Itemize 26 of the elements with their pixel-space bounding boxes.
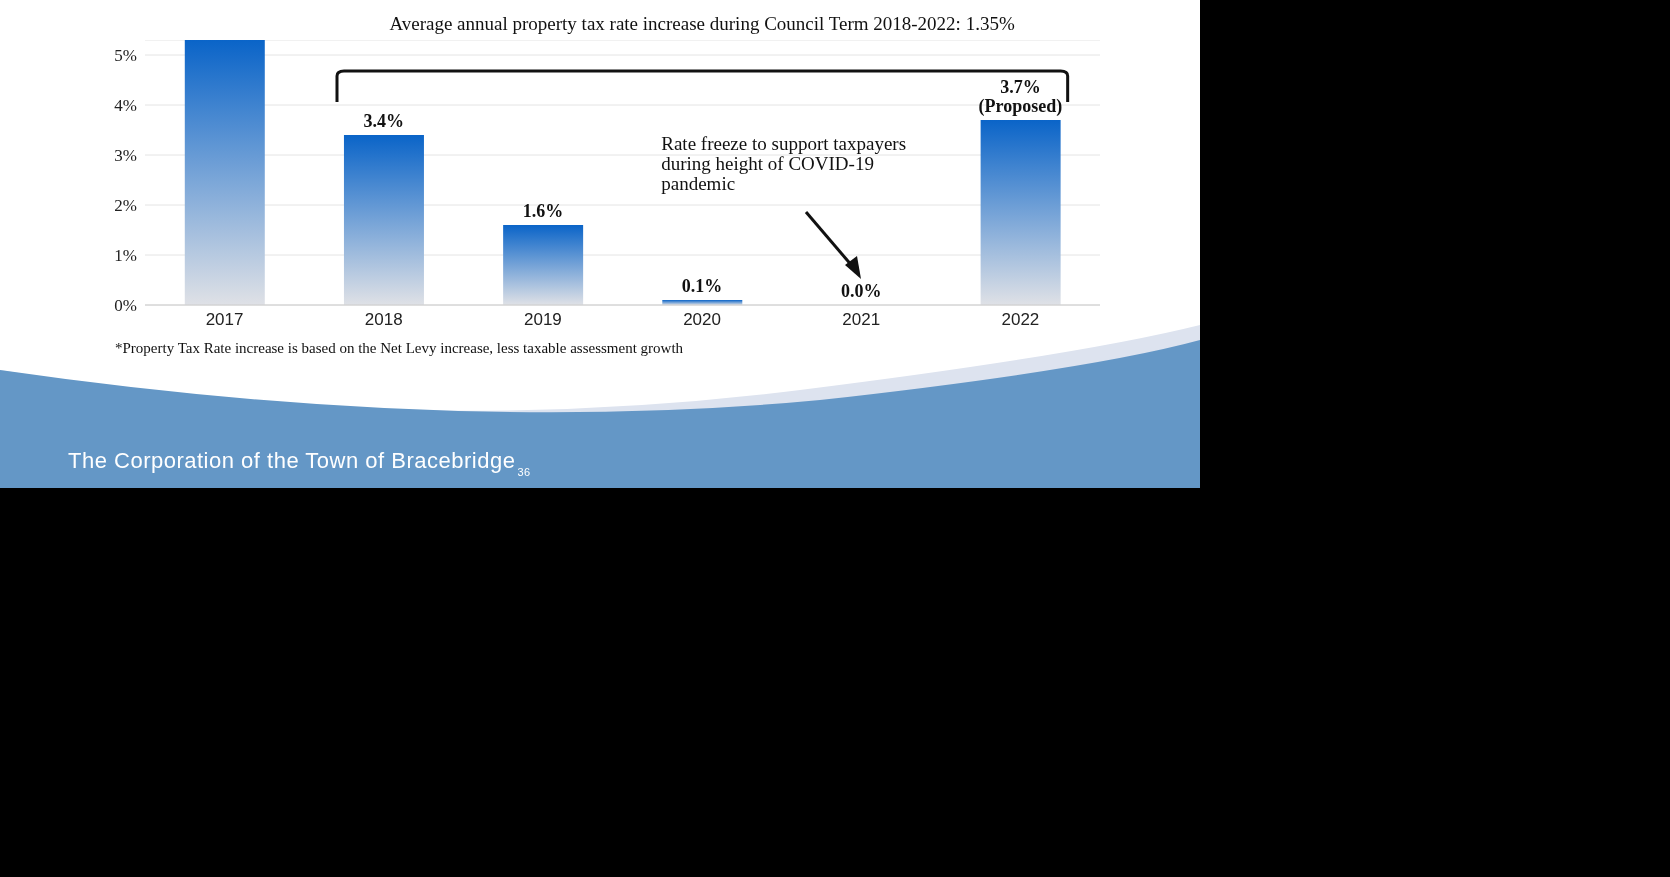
y-tick-label: 4% xyxy=(114,96,137,116)
data-label: 0.0% xyxy=(841,281,882,301)
data-label: 3.4% xyxy=(363,111,404,131)
bar xyxy=(343,135,424,305)
bar xyxy=(503,225,584,305)
x-tick-label: 2019 xyxy=(524,310,562,330)
y-tick-label: 2% xyxy=(114,196,137,216)
y-tick-label: 0% xyxy=(114,296,137,316)
x-tick-label: 2020 xyxy=(683,310,721,330)
text: 36 xyxy=(517,466,531,478)
bar xyxy=(980,120,1061,305)
data-label: 0.1% xyxy=(681,276,723,296)
text: *Property Tax Rate increase is based on the Net Levy increase, less taxable assessment growth xyxy=(115,340,684,357)
x-tick-label: 2022 xyxy=(1001,310,1040,330)
text: Average annual property tax rate increase during Council Term 2018-2022: 1.35% xyxy=(388,13,1016,34)
bar xyxy=(184,40,265,305)
y-tick-label: 1% xyxy=(114,246,137,266)
x-tick-label: 2017 xyxy=(205,310,244,330)
data-label: 1.6% xyxy=(522,201,564,221)
x-tick-label: 2018 xyxy=(364,310,403,330)
y-tick-label: 3% xyxy=(114,146,137,166)
annotation: Rate freeze to support taxpayers during height of COVID-19 pandemic xyxy=(661,132,908,194)
y-tick-label: 5% xyxy=(114,46,137,66)
data-label: 3.7% (Proposed) xyxy=(978,77,1063,117)
text: The Corporation of the Town of Bracebridge xyxy=(68,448,516,473)
x-tick-label: 2021 xyxy=(842,310,881,330)
